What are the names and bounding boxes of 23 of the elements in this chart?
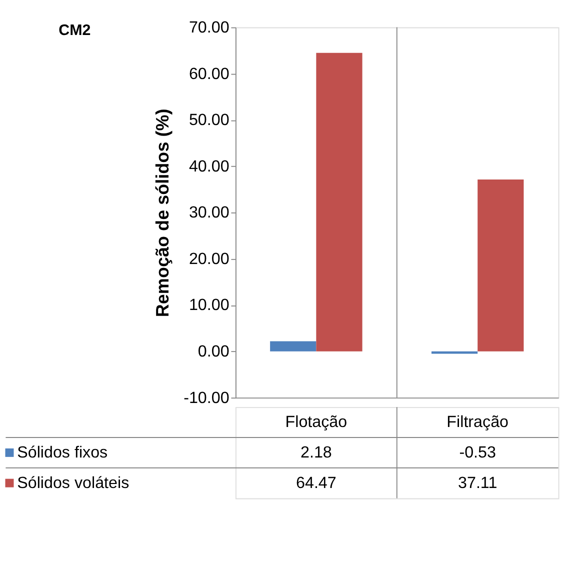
data-label: 37.11 <box>458 474 498 492</box>
bar <box>478 180 524 352</box>
y-tick-label: 10.00 <box>188 296 230 314</box>
y-tick-label: 70.00 <box>188 18 230 37</box>
y-tick-label: 30.00 <box>188 204 230 222</box>
bar <box>431 351 478 354</box>
y-tick-label: 50.00 <box>188 111 230 130</box>
y-tick-label: -10.00 <box>184 388 230 407</box>
legend-label: Sólidos voláteis <box>17 474 130 492</box>
x-tick-label: Filtração <box>446 413 509 432</box>
text: CM2 <box>58 22 91 39</box>
x-tick-label: Flotação <box>285 413 348 432</box>
legend-label: Sólidos fixos <box>17 443 108 462</box>
y-tick-label: 20.00 <box>188 250 230 268</box>
y-tick-label: 60.00 <box>188 64 230 83</box>
y-tick-label: 0.00 <box>198 342 230 361</box>
y-tick-label: 40.00 <box>188 157 230 176</box>
bar <box>316 52 362 352</box>
data-label: -0.53 <box>459 443 496 462</box>
data-label: 2.18 <box>300 443 332 462</box>
bar <box>270 341 316 352</box>
y-axis-title: Remoção de sólidos (%) <box>152 108 172 318</box>
data-label: 64.47 <box>296 474 336 492</box>
